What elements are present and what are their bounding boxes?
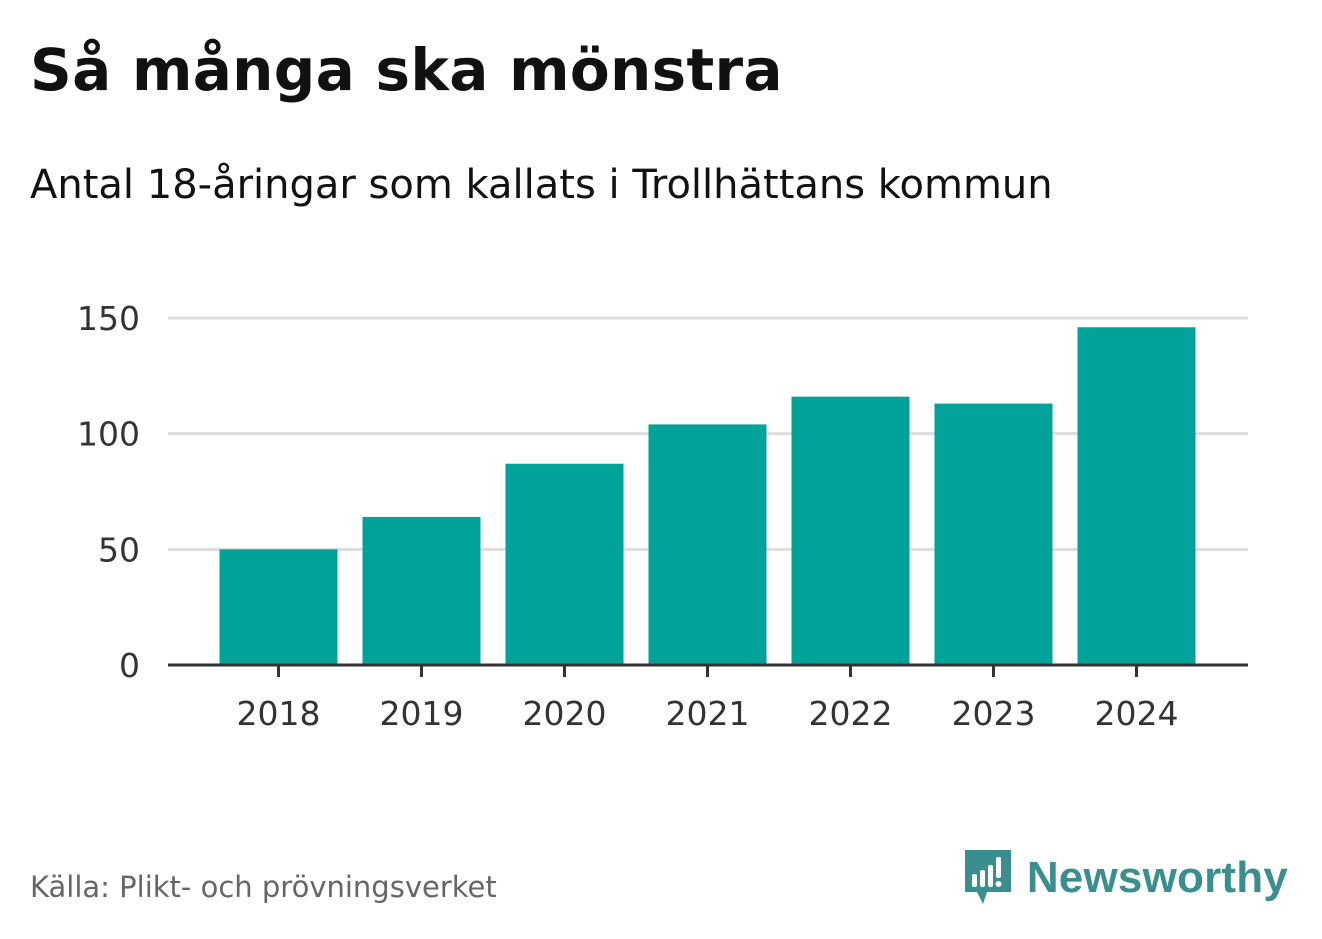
y-tick-label: 0 [119, 646, 140, 685]
bar-2022 [791, 396, 910, 665]
brand-logo: Newsworthy [963, 848, 1288, 908]
brand-name: Newsworthy [1026, 853, 1288, 902]
chart-title: Så många ska mönstra [30, 36, 783, 104]
chart-subtitle: Antal 18-åringar som kallats i Trollhätt… [30, 162, 1053, 208]
bar-2019 [362, 516, 481, 665]
x-tick-label: 2019 [380, 694, 464, 733]
x-tick-label: 2022 [809, 694, 893, 733]
bar-2020 [505, 463, 624, 665]
y-tick-label: 150 [77, 299, 140, 338]
axes: 0 50 100 150 2018 2019 2020 2021 2022 2023 2024 [77, 299, 1248, 733]
source-note: Källa: Plikt- och prövningsverket [30, 870, 497, 904]
y-tick-label: 100 [77, 415, 140, 454]
y-tick-label: 50 [98, 530, 140, 569]
bar-2018 [219, 549, 338, 665]
x-tick-label: 2024 [1095, 694, 1179, 733]
x-tick-label: 2021 [666, 694, 750, 733]
newsworthy-logo-icon [964, 850, 1011, 904]
x-tick-label: 2020 [523, 694, 607, 733]
bar-2023 [934, 403, 1053, 665]
bar-2024 [1077, 327, 1196, 665]
bar-2021 [648, 424, 767, 665]
x-tick-label: 2018 [237, 694, 321, 733]
bars [219, 327, 1196, 665]
x-tick-label: 2023 [952, 694, 1036, 733]
